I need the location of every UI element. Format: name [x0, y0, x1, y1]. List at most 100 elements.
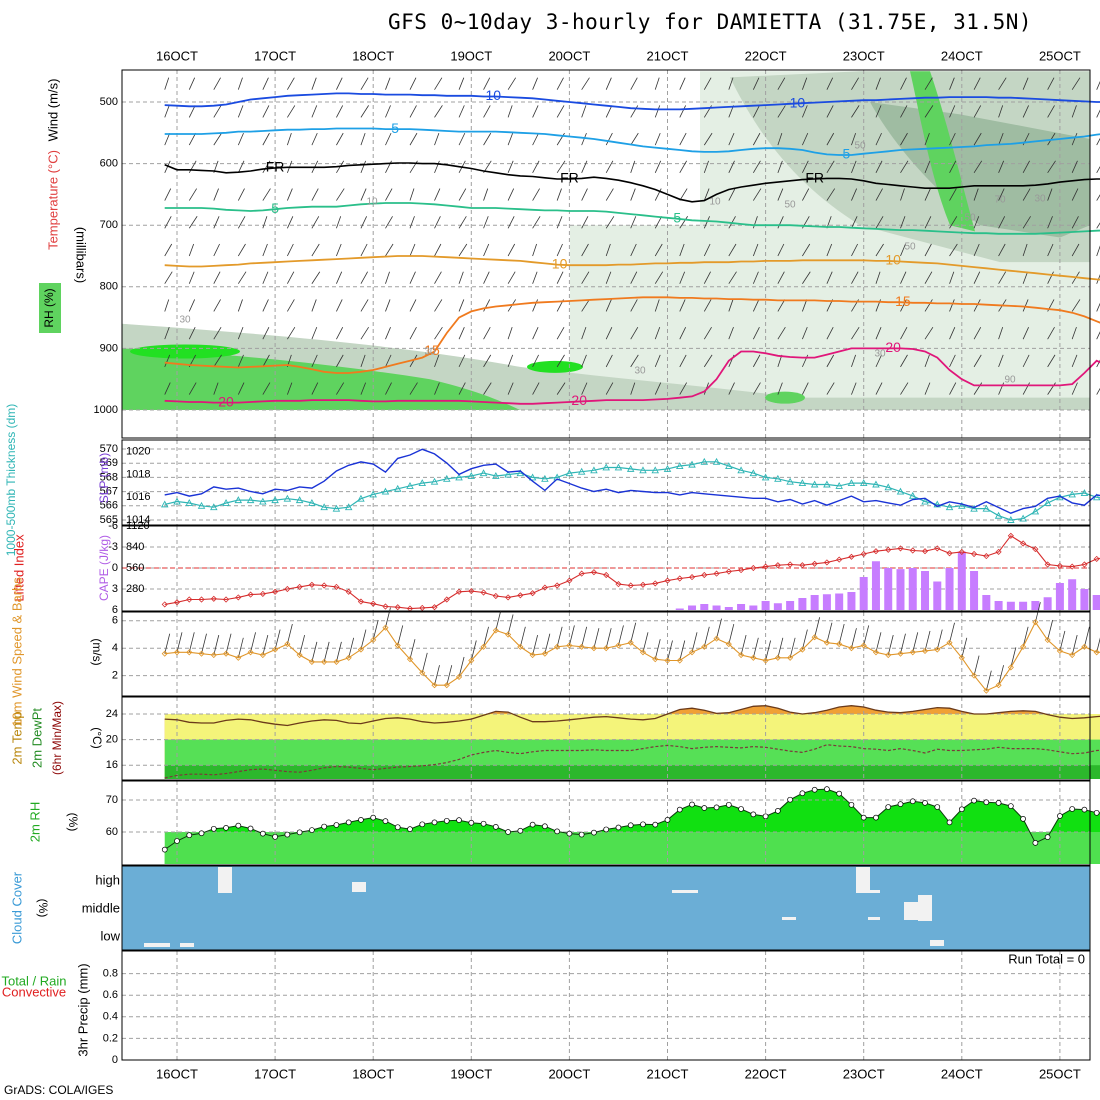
wind-barb-icon	[286, 216, 294, 229]
wind-barb-icon	[409, 639, 416, 660]
rh2m-marker	[811, 786, 818, 793]
wind-barb-icon	[458, 299, 465, 312]
wind10m-marker	[823, 639, 830, 646]
wind-barb-icon	[262, 382, 271, 395]
wind-barb-icon	[949, 354, 956, 368]
rh2m-marker	[309, 827, 315, 833]
wind-barb-icon	[936, 629, 943, 650]
wind10m-marker	[480, 643, 487, 650]
wind-barb-icon	[605, 216, 615, 229]
wind-barb-icon	[630, 216, 637, 229]
wind-barb-icon	[213, 271, 221, 284]
x-tick-top-17OCT: 17OCT	[254, 48, 296, 63]
lifted-index-marker	[468, 588, 475, 595]
wind-barb-icon	[164, 243, 173, 257]
lifted-index-marker	[897, 545, 904, 552]
wind-barb-icon	[286, 382, 293, 395]
thickness-marker	[430, 477, 439, 485]
wind-barb-icon	[287, 271, 295, 284]
wind-barb-icon	[1071, 132, 1078, 146]
rh2m-marker	[701, 805, 708, 811]
wind-barb-icon	[630, 271, 638, 284]
dew-area-dark	[164, 765, 1100, 779]
wind-barb-icon	[802, 77, 808, 90]
rh2m-marker	[885, 804, 892, 810]
thickness-ytick-569: 569	[100, 457, 118, 469]
wind-barb-icon	[336, 354, 344, 368]
lifted-index-marker	[173, 599, 181, 606]
rh2m-ytick-70: 70	[106, 794, 118, 806]
wind-barb-icon	[507, 160, 514, 173]
wind-barb-icon	[900, 354, 908, 368]
lifted-index-marker	[321, 582, 328, 589]
wind-barb-icon	[360, 188, 367, 201]
wind-barb-icon	[802, 188, 810, 201]
wind-barb-icon	[1071, 354, 1078, 368]
rh-contour-label-4: 10	[366, 197, 378, 208]
slp-tick-1016: 1016	[126, 491, 150, 503]
wind-barb-icon	[237, 354, 244, 368]
wind-barb-icon	[213, 243, 220, 257]
rh2m-marker	[210, 825, 217, 832]
wind10m-marker	[259, 651, 266, 659]
wind-barb-icon	[507, 216, 515, 229]
wind-barb-icon	[458, 656, 465, 678]
wind-barb-icon	[851, 77, 859, 90]
wind-barb-icon	[360, 243, 368, 257]
wind-barb-icon	[752, 326, 760, 340]
wind-barb-icon	[1071, 77, 1081, 90]
wind-barb-icon	[667, 640, 673, 661]
wind-barb-icon	[752, 271, 759, 284]
wind10m-marker	[970, 672, 978, 679]
rh2m-marker	[958, 806, 965, 813]
wind-barb-icon	[360, 216, 367, 229]
wind-barb-icon	[201, 633, 207, 654]
wind-barb-icon	[630, 326, 639, 340]
thickness-marker	[651, 466, 659, 474]
rh2m-marker	[860, 814, 867, 821]
wind10m-marker	[713, 635, 720, 642]
isotherm-label--10: -10	[785, 95, 805, 111]
wind-barb-icon	[458, 382, 466, 395]
wind-barb-icon	[311, 354, 318, 368]
cape-frame	[121, 525, 1091, 612]
wind-barb-icon	[630, 382, 636, 395]
wind-barb-icon	[544, 633, 551, 654]
wind-barb-icon	[532, 132, 539, 146]
wind10m-marker	[186, 649, 193, 656]
cloud-frame	[121, 865, 1091, 951]
isotherm-20	[164, 347, 1100, 405]
lifted-index-marker	[1007, 532, 1014, 539]
lifted-index-marker	[1069, 563, 1076, 570]
wind-barb-icon	[385, 188, 393, 201]
rh2m-marker	[897, 801, 904, 808]
wind-barb-icon	[949, 77, 955, 90]
precip-ytick-0.4: 0.4	[103, 1011, 118, 1023]
wind-barb-icon	[311, 216, 320, 229]
wind-barb-icon	[213, 354, 222, 368]
wind-barb-icon	[483, 326, 491, 340]
wind-barb-icon	[802, 271, 811, 284]
wind-barb-icon	[164, 216, 172, 229]
isotherm-label-FR: FR	[560, 170, 579, 186]
cloud-clear-patch	[352, 882, 366, 892]
rh2m-marker	[517, 827, 524, 834]
wind-barb-icon	[1022, 354, 1030, 368]
dewpoint-line	[164, 744, 1100, 779]
wind-barb-icon	[875, 105, 882, 118]
wind-barb-icon	[532, 77, 538, 90]
temp-ytick-20: 20	[106, 734, 118, 746]
wind10m-marker	[554, 643, 561, 650]
wind10m-marker	[284, 641, 291, 648]
lifted-index-marker	[1056, 562, 1063, 569]
wind10m-marker	[321, 658, 328, 665]
wind-barb-icon	[703, 160, 709, 173]
wind10m-marker	[639, 649, 647, 656]
wind-barb-icon	[213, 105, 222, 118]
wind-barb-icon	[385, 271, 390, 284]
wind-barb-icon	[507, 105, 513, 118]
wind-barb-icon	[802, 299, 808, 312]
thickness-marker	[185, 499, 194, 506]
wind-barb-icon	[164, 105, 170, 118]
wind-barb-icon	[1022, 299, 1029, 312]
